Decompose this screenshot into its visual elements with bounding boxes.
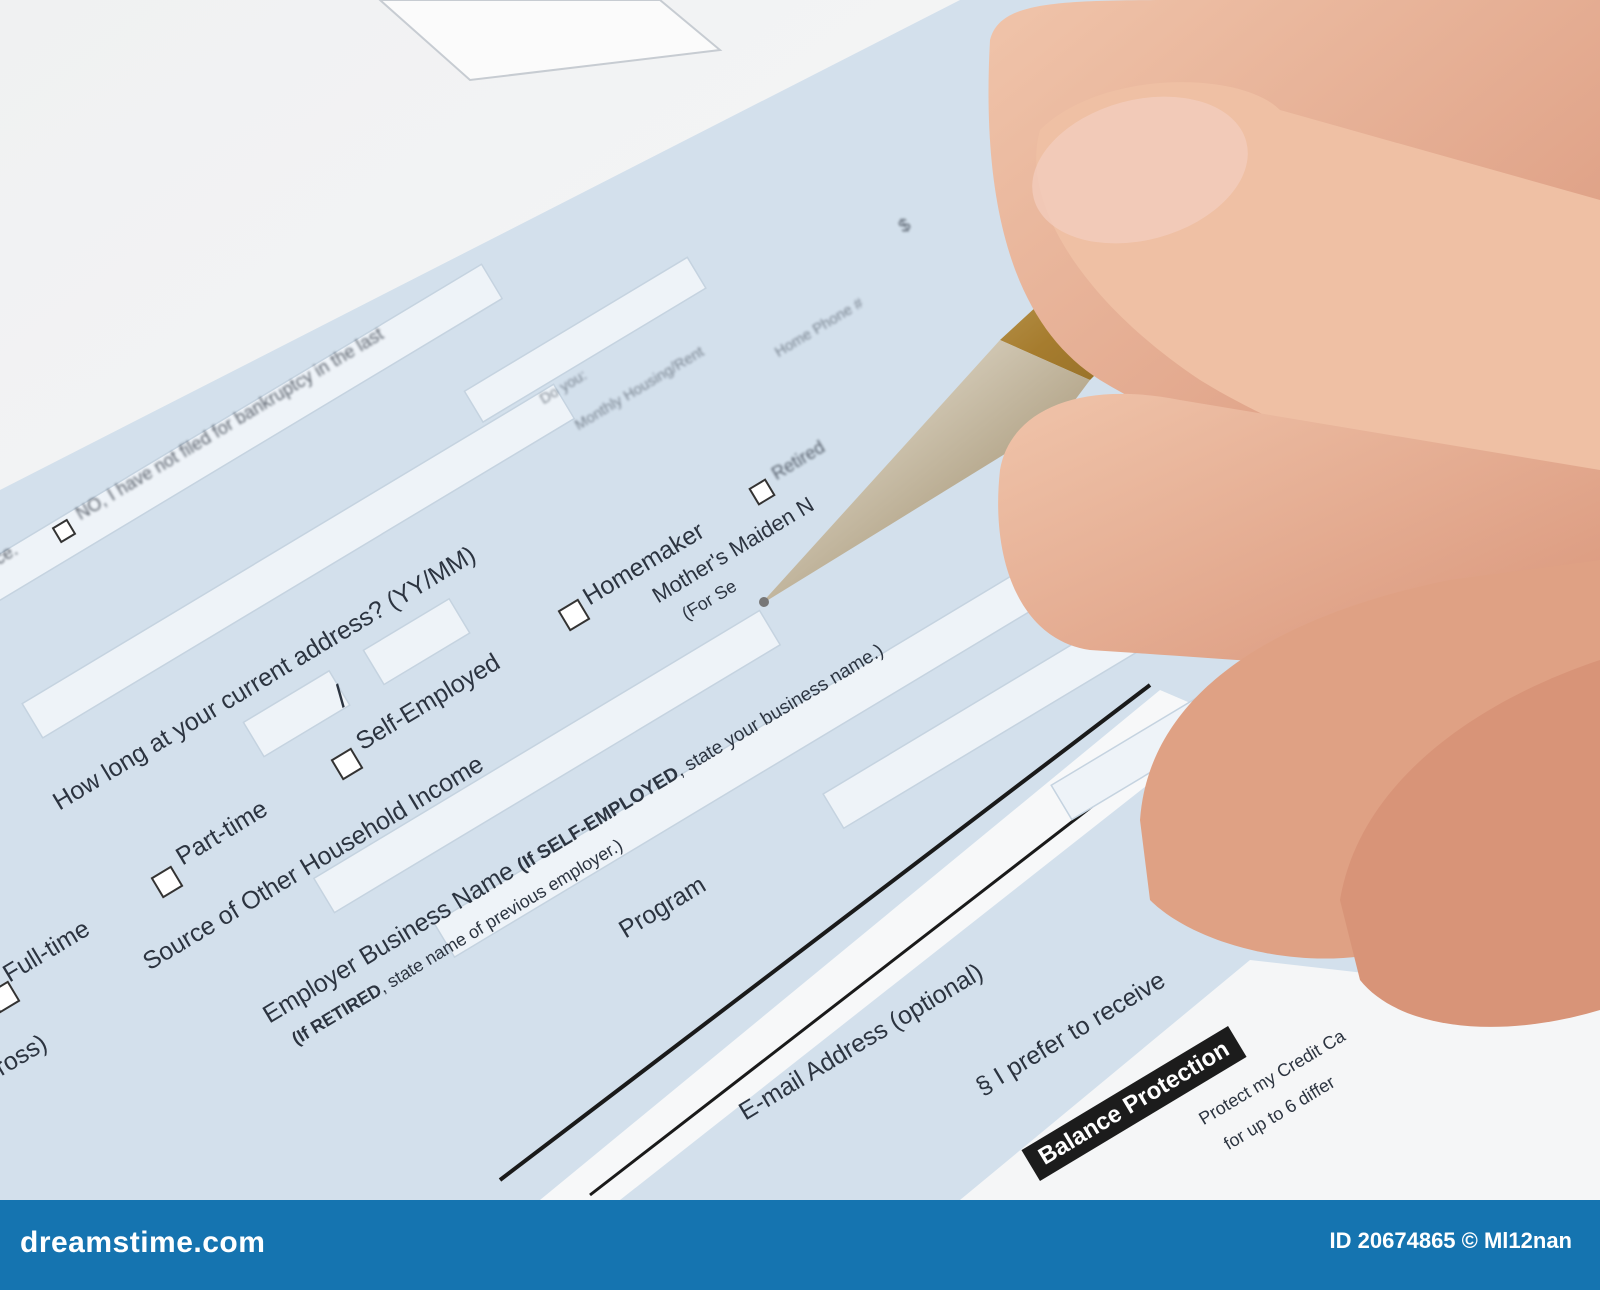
form-divider-line [498,683,1152,1182]
hand-with-pen [759,0,1600,1027]
little-finger [1340,660,1600,1027]
thumbnail [1032,96,1248,244]
site-name[interactable]: dreamstime.com [20,1226,266,1259]
pen-tip [759,597,769,607]
photo: ce. NO, I have not filed for bankruptcy … [0,0,1600,1200]
form-white-strip [540,690,1230,1200]
image-id: ID 20674865 © Ml12nan [1329,1228,1572,1253]
footer-bar: dreamstime.com ID 20674865 © Ml12nan [0,1200,1600,1290]
form-white-box [378,0,723,82]
pen-cone [760,340,1090,605]
